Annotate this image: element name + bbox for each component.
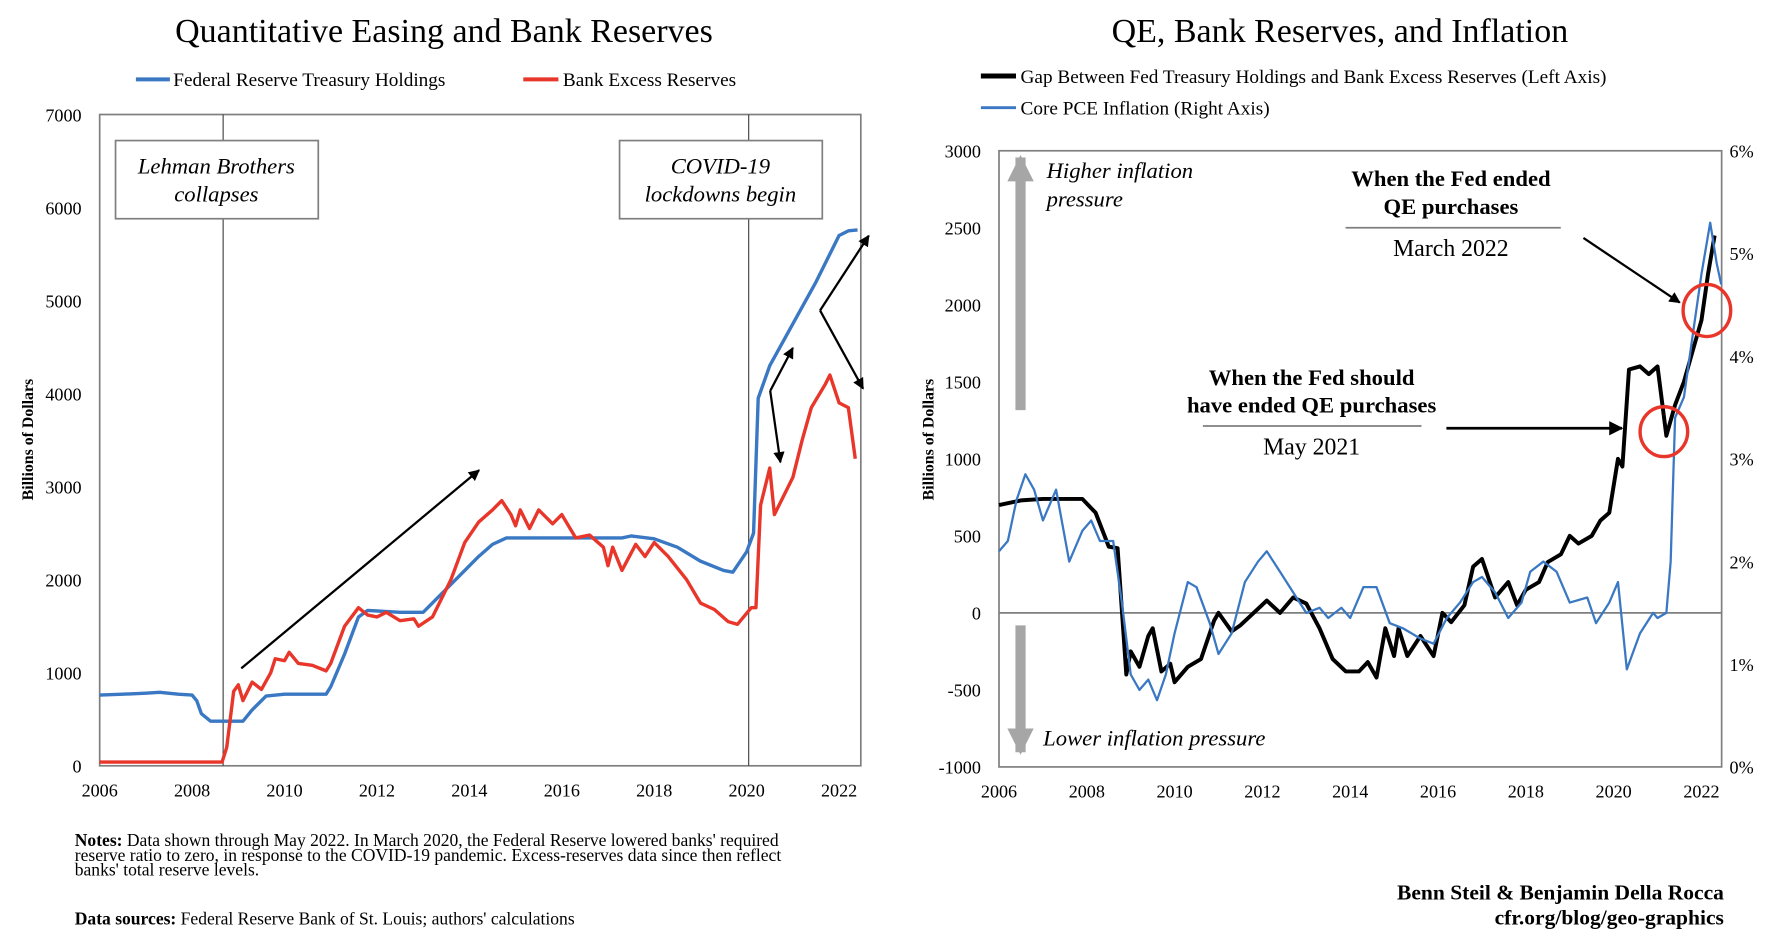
y2-tick-label: 6% bbox=[1730, 142, 1754, 162]
notes-label: Notes: bbox=[75, 830, 123, 850]
right-chart: QE, Bank Reserves, and Inflation Gap Bet… bbox=[920, 13, 1753, 801]
legend-label-gap: Gap Between Fed Treasury Holdings and Ba… bbox=[1021, 67, 1607, 88]
y-tick-label: 500 bbox=[954, 527, 981, 547]
legend-label-reserves: Bank Excess Reserves bbox=[563, 70, 736, 91]
y-tick-label: 2500 bbox=[945, 219, 981, 239]
y-tick-label: 0 bbox=[72, 757, 81, 777]
notes-text-1: Data shown through May 2022. In March 20… bbox=[127, 830, 779, 850]
x-tick-label: 2014 bbox=[451, 780, 487, 800]
arrow-2022-treasury bbox=[819, 234, 870, 312]
y2-tick-label: 2% bbox=[1730, 552, 1754, 572]
x-tick-label: 2022 bbox=[1683, 782, 1719, 802]
y-tick-label: 1500 bbox=[945, 373, 981, 393]
covid-annotation-line-2: lockdowns begin bbox=[645, 182, 797, 207]
arrow-2020-reserves bbox=[769, 390, 785, 464]
right-plot-frame bbox=[998, 149, 1723, 768]
x-tick-label: 2014 bbox=[1332, 782, 1368, 802]
x-tick-label: 2012 bbox=[359, 780, 395, 800]
ended-date: March 2022 bbox=[1393, 236, 1509, 262]
notes-line-1: Notes: Data shown through May 2022. In M… bbox=[75, 830, 779, 850]
x-tick-label: 2006 bbox=[981, 782, 1017, 802]
data-sources: Data sources: Federal Reserve Bank of St… bbox=[75, 908, 575, 928]
left-chart: Quantitative Easing and Bank Reserves Fe… bbox=[20, 13, 870, 800]
y2-tick-label: 4% bbox=[1730, 347, 1754, 367]
y2-tick-label: 1% bbox=[1730, 655, 1754, 675]
x-tick-label: 2020 bbox=[1596, 782, 1632, 802]
data-sources-text: Federal Reserve Bank of St. Louis; autho… bbox=[181, 908, 575, 928]
y-tick-label: 3000 bbox=[45, 477, 81, 497]
legend-label-treasury: Federal Reserve Treasury Holdings bbox=[173, 70, 445, 91]
series-line-gap-between-fed-treasury-holdings-and-bank-excess-reserves-left-axis bbox=[998, 235, 1717, 685]
left-plot-frame bbox=[98, 113, 862, 767]
y-tick-label: 0 bbox=[972, 604, 981, 624]
y-tick-label: 1000 bbox=[45, 664, 81, 684]
lehman-annotation-line-2: collapses bbox=[174, 182, 258, 207]
covid-annotation-box bbox=[618, 139, 824, 220]
x-tick-label: 2016 bbox=[1420, 782, 1456, 802]
right-y-axis-label: Billions of Dollars bbox=[920, 379, 937, 500]
series-line-core-pce-inflation-right-axis bbox=[998, 221, 1723, 702]
y2-tick-label: 5% bbox=[1730, 244, 1754, 264]
trend-arrow-qe1 bbox=[240, 469, 480, 670]
notes-line-2: reserve ratio to zero, in response to th… bbox=[75, 845, 782, 865]
ended-heading-line-2: QE purchases bbox=[1384, 194, 1519, 219]
x-tick-label: 2012 bbox=[1244, 782, 1280, 802]
y2-tick-label: 3% bbox=[1730, 450, 1754, 470]
y-tick-label: 5000 bbox=[45, 291, 81, 311]
legend-label-pce: Core PCE Inflation (Right Axis) bbox=[1021, 99, 1270, 120]
ended-heading-line-1: When the Fed ended bbox=[1351, 166, 1551, 191]
lower-pressure-label: Lower inflation pressure bbox=[1042, 725, 1265, 750]
x-tick-label: 2022 bbox=[821, 780, 857, 800]
y-tick-label: -500 bbox=[948, 681, 981, 701]
lehman-annotation-box bbox=[114, 139, 320, 220]
y-tick-label: 7000 bbox=[45, 105, 81, 125]
y-tick-label: 4000 bbox=[45, 384, 81, 404]
arrow-2020-treasury bbox=[769, 346, 794, 392]
credit-authors: Benn Steil & Benjamin Della Rocca bbox=[1397, 880, 1724, 904]
should-date: May 2021 bbox=[1263, 434, 1360, 460]
left-chart-title: Quantitative Easing and Bank Reserves bbox=[175, 13, 713, 50]
right-chart-title: QE, Bank Reserves, and Inflation bbox=[1112, 13, 1569, 50]
left-y-axis-label: Billions of Dollars bbox=[20, 379, 37, 500]
x-tick-label: 2008 bbox=[1069, 782, 1105, 802]
lehman-annotation-line-1: Lehman Brothers bbox=[137, 153, 295, 178]
x-tick-label: 2018 bbox=[1508, 782, 1544, 802]
y-tick-label: 2000 bbox=[45, 571, 81, 591]
should-heading-line-2: have ended QE purchases bbox=[1187, 392, 1436, 417]
x-tick-label: 2020 bbox=[729, 780, 765, 800]
notes-line-3: banks' total reserve levels. bbox=[75, 860, 259, 880]
data-sources-label: Data sources: bbox=[75, 908, 177, 928]
series-line-bank-excess-reserves bbox=[99, 373, 857, 764]
arrow-to-march-2022 bbox=[1582, 237, 1681, 304]
highlight-circle-may-2021 bbox=[1638, 405, 1690, 459]
x-tick-label: 2016 bbox=[544, 780, 580, 800]
y2-tick-label: 0% bbox=[1730, 758, 1754, 778]
y-tick-label: 6000 bbox=[45, 198, 81, 218]
series-line-federal-reserve-treasury-holdings bbox=[99, 228, 858, 723]
arrow-2022-reserves bbox=[819, 309, 865, 390]
y-tick-label: 1000 bbox=[945, 450, 981, 470]
x-tick-label: 2008 bbox=[174, 780, 210, 800]
y-tick-label: -1000 bbox=[939, 758, 981, 778]
covid-annotation-line-1: COVID-19 bbox=[671, 153, 770, 178]
x-tick-label: 2006 bbox=[82, 780, 118, 800]
credit-site: cfr.org/blog/geo-graphics bbox=[1495, 905, 1724, 929]
x-tick-label: 2010 bbox=[266, 780, 302, 800]
y-tick-label: 3000 bbox=[945, 142, 981, 162]
highlight-circle-march-2022 bbox=[1681, 282, 1733, 339]
should-heading-line-1: When the Fed should bbox=[1209, 365, 1415, 390]
y-tick-label: 2000 bbox=[945, 296, 981, 316]
higher-pressure-line-1: Higher inflation bbox=[1046, 158, 1194, 183]
higher-pressure-line-2: pressure bbox=[1045, 186, 1123, 211]
x-tick-label: 2010 bbox=[1157, 782, 1193, 802]
x-tick-label: 2018 bbox=[636, 780, 672, 800]
